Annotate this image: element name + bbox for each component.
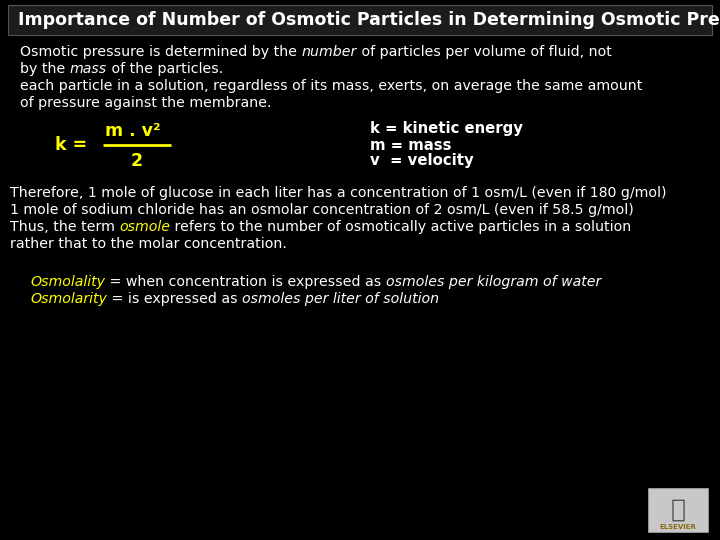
Text: by the: by the xyxy=(20,62,70,76)
Text: Osmolarity: Osmolarity xyxy=(30,292,107,306)
Text: Osmolality: Osmolality xyxy=(30,275,105,289)
Text: mass: mass xyxy=(70,62,107,76)
Text: k = kinetic energy: k = kinetic energy xyxy=(370,122,523,137)
Text: osmole: osmole xyxy=(120,220,171,234)
FancyBboxPatch shape xyxy=(8,5,712,35)
FancyBboxPatch shape xyxy=(648,488,708,532)
Text: rather that to the molar concentration.: rather that to the molar concentration. xyxy=(10,237,287,251)
Text: Osmotic pressure is determined by the: Osmotic pressure is determined by the xyxy=(20,45,302,59)
Text: m = mass: m = mass xyxy=(370,138,451,152)
Text: v  = velocity: v = velocity xyxy=(370,153,474,168)
Text: of particles per volume of fluid, not: of particles per volume of fluid, not xyxy=(356,45,611,59)
Text: refers to the number of osmotically active particles in a solution: refers to the number of osmotically acti… xyxy=(171,220,631,234)
Text: each particle in a solution, regardless of its mass, exerts, on average the same: each particle in a solution, regardless … xyxy=(20,79,642,93)
Text: 2: 2 xyxy=(131,152,143,170)
Text: of pressure against the membrane.: of pressure against the membrane. xyxy=(20,96,271,110)
Text: osmoles per kilogram of water: osmoles per kilogram of water xyxy=(386,275,601,289)
Text: Importance of Number of Osmotic Particles in Determining Osmotic Pressure: Importance of Number of Osmotic Particle… xyxy=(18,11,720,29)
Text: ELSEVIER: ELSEVIER xyxy=(660,524,696,530)
Text: 🌳: 🌳 xyxy=(670,498,685,522)
Text: Thus, the term: Thus, the term xyxy=(10,220,120,234)
Text: = when concentration is expressed as: = when concentration is expressed as xyxy=(105,275,386,289)
Text: 1 mole of sodium chloride has an osmolar concentration of 2 osm/L (even if 58.5 : 1 mole of sodium chloride has an osmolar… xyxy=(10,203,634,217)
Text: = is expressed as: = is expressed as xyxy=(107,292,242,306)
Text: number: number xyxy=(302,45,356,59)
Text: osmoles per liter of solution: osmoles per liter of solution xyxy=(242,292,439,306)
Text: m . v²: m . v² xyxy=(105,122,161,140)
Text: k =: k = xyxy=(55,136,87,154)
Text: of the particles.: of the particles. xyxy=(107,62,223,76)
Text: Therefore, 1 mole of glucose in each liter has a concentration of 1 osm/L (even : Therefore, 1 mole of glucose in each lit… xyxy=(10,186,667,200)
